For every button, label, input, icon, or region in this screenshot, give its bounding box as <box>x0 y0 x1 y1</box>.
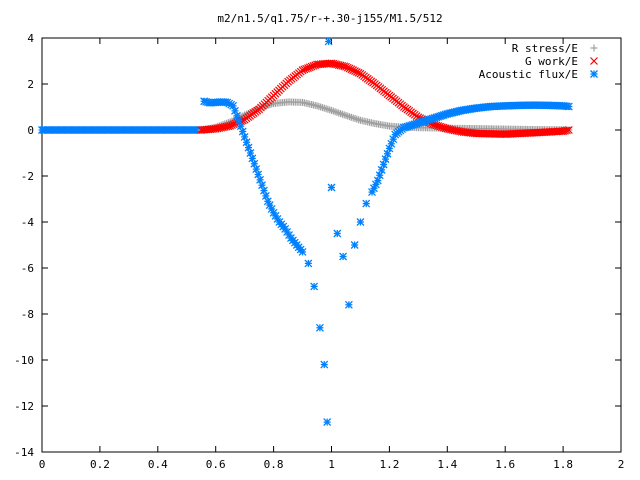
series-point-acoustic-flux <box>327 183 336 192</box>
y-tick-label: 0 <box>27 124 34 137</box>
series-point-acoustic-flux <box>320 360 329 369</box>
y-tick-label: -6 <box>21 262 34 275</box>
series-point-acoustic-flux <box>261 191 270 200</box>
x-tick-label: 1.6 <box>495 458 515 471</box>
series-point-r-stress <box>355 116 363 124</box>
y-tick-label: -2 <box>21 170 34 183</box>
y-tick-label: -14 <box>14 446 34 459</box>
series-point-acoustic-flux <box>298 247 307 256</box>
series-point-acoustic-flux <box>315 323 324 332</box>
legend-marker <box>590 44 598 52</box>
series-point-acoustic-flux <box>304 259 313 268</box>
series-point-acoustic-flux <box>362 199 371 208</box>
series-point-acoustic-flux <box>379 160 388 169</box>
series-point-r-stress <box>347 113 355 121</box>
series-point-acoustic-flux <box>344 300 353 309</box>
series-point-acoustic-flux <box>333 229 342 238</box>
x-tick-label: 1.2 <box>379 458 399 471</box>
y-tick-label: -12 <box>14 400 34 413</box>
legend-label: Acoustic flux/E <box>479 68 578 81</box>
legend-label: G work/E <box>525 55 578 68</box>
series-point-g-work <box>564 126 573 134</box>
x-tick-label: 0.8 <box>264 458 284 471</box>
legend-marker <box>590 70 598 78</box>
series-point-r-stress <box>349 114 357 122</box>
chart-title: m2/n1.5/q1.75/r-+.30-j155/M1.5/512 <box>217 12 442 25</box>
series-point-r-stress <box>346 113 354 121</box>
x-tick-label: 1.8 <box>553 458 573 471</box>
series-point-acoustic-flux <box>377 165 386 174</box>
legend-label: R stress/E <box>512 42 578 55</box>
ticks-group: 0 0.2 0.4 0.6 0.8 1 1.2 1.4 1.6 1.8 2 4 2 0 -2 -4 -6 -8 -1… <box>14 32 624 471</box>
series-point-acoustic-flux <box>242 138 251 147</box>
x-tick-label: 0 <box>39 458 46 471</box>
x-tick-label: 1 <box>328 458 335 471</box>
series-point-g-work <box>563 126 571 135</box>
series-point-acoustic-flux <box>324 37 333 46</box>
series-point-r-stress <box>351 115 359 123</box>
y-tick-label: -4 <box>21 216 35 229</box>
series-point-acoustic-flux <box>323 418 332 427</box>
x-tick-label: 0.6 <box>206 458 226 471</box>
legend-marker <box>590 57 598 65</box>
marks-group <box>38 37 573 427</box>
plot-frame <box>41 37 622 453</box>
x-tick-label: 0.2 <box>90 458 110 471</box>
series-point-acoustic-flux <box>383 149 392 158</box>
series-point-acoustic-flux <box>356 218 365 226</box>
x-tick-label: 0.4 <box>148 458 168 471</box>
series-point-acoustic-flux <box>350 241 359 249</box>
series-point-g-work <box>354 68 363 77</box>
x-tick-label: 1.4 <box>437 458 457 471</box>
y-tick-label: -10 <box>14 354 34 367</box>
series-point-acoustic-flux <box>310 282 319 291</box>
y-tick-label: 4 <box>27 32 34 45</box>
x-tick-label: 2 <box>618 458 625 471</box>
series-point-acoustic-flux <box>564 102 573 111</box>
y-tick-label: 2 <box>27 78 34 91</box>
series-point-acoustic-flux <box>339 252 348 261</box>
y-tick-label: -8 <box>21 308 34 321</box>
series-point-acoustic-flux <box>256 175 265 184</box>
series-point-r-stress <box>353 115 361 123</box>
